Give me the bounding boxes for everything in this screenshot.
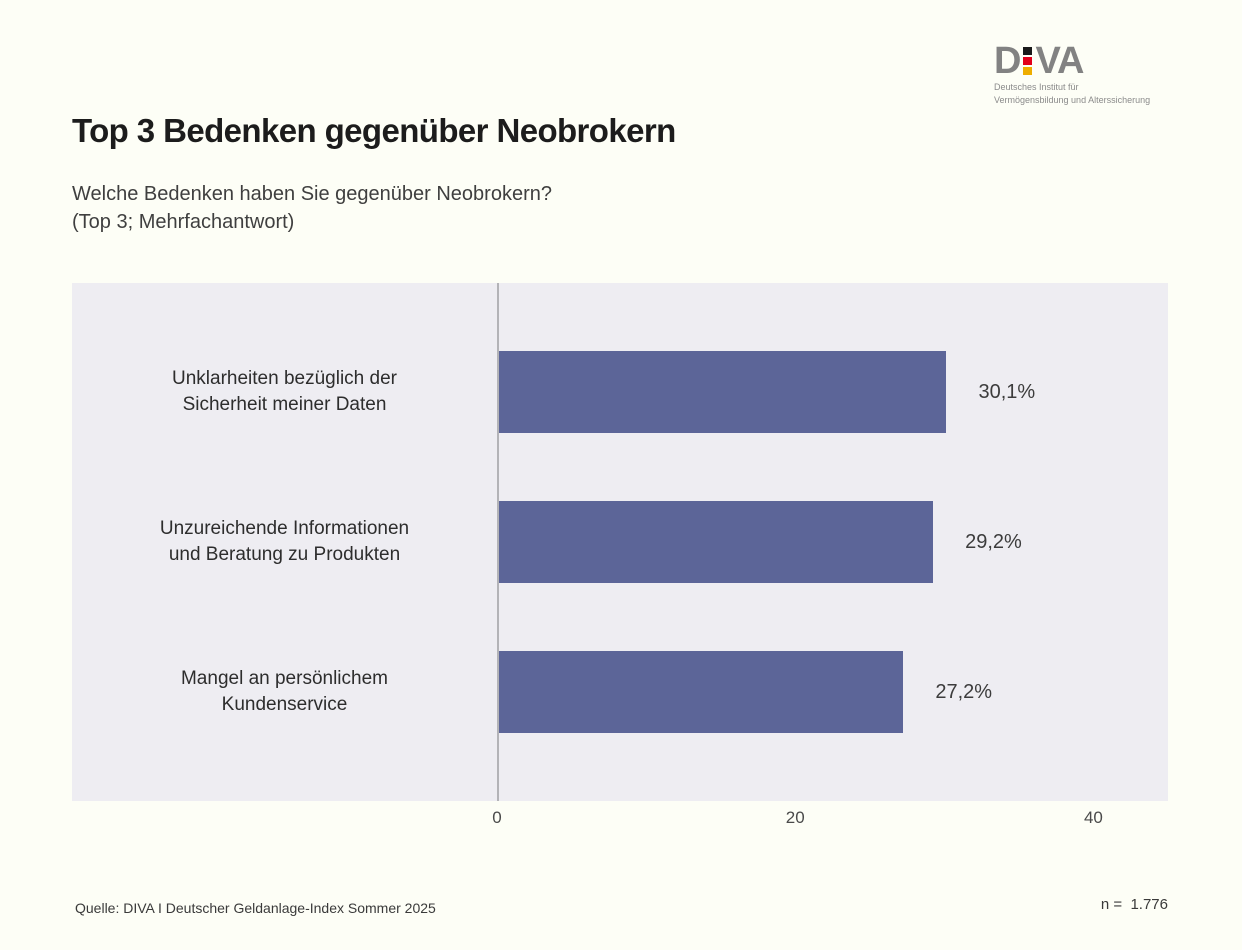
bar-row: Unklarheiten bezüglich der Sicherheit me… <box>72 351 1168 433</box>
bar-cell: 27,2% <box>499 651 1168 733</box>
subtitle-note: (Top 3; Mehrfachantwort) <box>72 211 295 233</box>
logo-tagline-line2: Vermögensbildung und Alterssicherung <box>994 94 1151 105</box>
sample-size: n = 1.776 <box>1100 896 1168 913</box>
bar-chart-plot-area: Unklarheiten bezüglich der Sicherheit me… <box>72 283 1168 801</box>
diva-wordmark: D VA <box>994 40 1170 82</box>
logo-letter-d: D <box>994 40 1021 82</box>
x-tick-label: 20 <box>785 808 805 827</box>
bar-cell: 29,2% <box>499 501 1168 583</box>
x-tick-label: 0 <box>492 808 502 827</box>
category-label: Mangel an persönlichem Kundenservice <box>180 668 388 715</box>
category-label: Unzureichende Informationen und Beratung… <box>159 518 410 565</box>
bar-row: Mangel an persönlichem Kundenservice 27,… <box>72 651 1168 733</box>
source-note: Quelle: DIVA I Deutscher Geldanlage-Inde… <box>75 900 436 916</box>
flag-gold-square <box>1023 67 1033 76</box>
value-label: 30,1% <box>978 380 1036 403</box>
flag-red-square <box>1023 57 1033 66</box>
bar-rows: Unklarheiten bezüglich der Sicherheit me… <box>72 283 1168 801</box>
logo-tagline-line1: Deutsches Institut für <box>994 82 1079 93</box>
logo-tagline: Deutsches Institut für Vermögensbildung … <box>994 81 1170 105</box>
bar <box>499 651 904 733</box>
x-axis-ticks: 0 20 40 <box>492 808 1168 832</box>
german-flag-icon <box>1023 47 1033 76</box>
category-label: Unklarheiten bezüglich der Sicherheit me… <box>172 368 397 415</box>
chart-subtitle: Welche Bedenken haben Sie gegenüber Neob… <box>72 180 552 236</box>
bar-row: Unzureichende Informationen und Beratung… <box>72 501 1168 583</box>
y-axis-line <box>497 283 499 801</box>
bar-cell: 30,1% <box>499 351 1168 433</box>
bar <box>499 501 934 583</box>
value-label: 29,2% <box>965 530 1022 553</box>
flag-black-square <box>1023 47 1033 56</box>
diva-logo: D VA Deutsches Institut für Vermögensbil… <box>994 40 1170 106</box>
value-label: 27,2% <box>935 680 993 703</box>
x-tick-label: 40 <box>1083 808 1103 827</box>
bar <box>499 351 947 433</box>
logo-letters-va: VA <box>1035 40 1084 82</box>
subtitle-question: Welche Bedenken haben Sie gegenüber Neob… <box>72 183 552 205</box>
page-title: Top 3 Bedenken gegenüber Neobrokern <box>72 112 676 149</box>
